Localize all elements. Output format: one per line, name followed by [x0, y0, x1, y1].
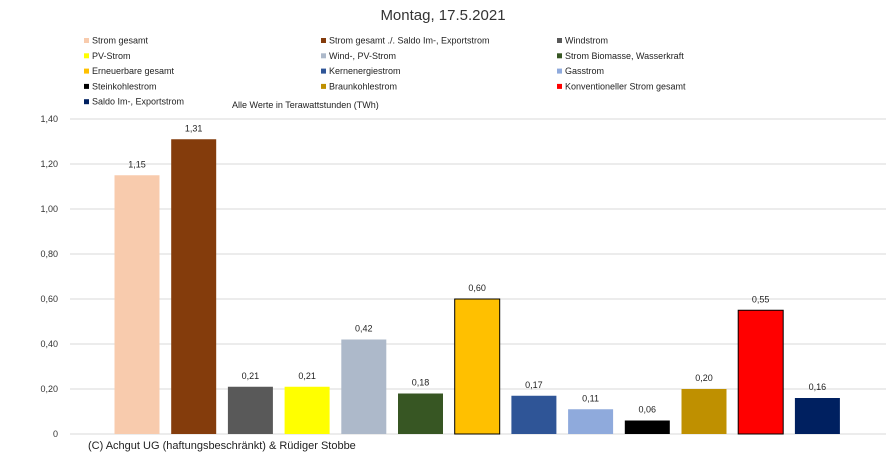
y-tick-label: 0,40: [40, 339, 58, 349]
copyright-note: (C) Achgut UG (haftungsbeschränkt) & Rüd…: [88, 440, 356, 452]
legend-item: Braunkohlestrom: [321, 81, 397, 91]
legend-item: Steinkohlestrom: [84, 81, 157, 91]
legend-swatch: [84, 83, 89, 89]
data-label: 1,15: [128, 159, 146, 169]
y-tick-label: 0,80: [40, 249, 58, 259]
legend-swatch: [84, 99, 89, 105]
legend-item: Strom gesamt: [84, 36, 149, 46]
legend-swatch: [321, 68, 326, 74]
legend: Strom gesamt Strom gesamt ./. Saldo Im-, …: [84, 36, 686, 107]
legend-swatch: [321, 53, 326, 59]
bar: [794, 398, 840, 434]
data-label: 0,11: [582, 393, 599, 403]
bar: [568, 409, 614, 434]
legend-swatch: [84, 53, 89, 59]
legend-label: Wind-, PV-Strom: [329, 51, 396, 61]
bar: [114, 175, 160, 434]
legend-label: Konventioneller Strom gesamt: [565, 81, 686, 91]
data-label: 0,21: [298, 371, 316, 381]
legend-label: Windstrom: [565, 36, 608, 46]
data-label: 0,16: [809, 382, 827, 392]
legend-label: Strom gesamt: [92, 36, 149, 46]
legend-swatch: [557, 53, 562, 59]
legend-swatch: [557, 68, 562, 74]
bar: [737, 309, 784, 435]
bars: [114, 139, 840, 435]
data-label: 0,42: [355, 324, 373, 334]
bar: [511, 395, 557, 434]
data-label: 0,17: [525, 380, 543, 390]
legend-label: Erneuerbare gesamt: [92, 66, 175, 76]
y-axis: 0 0,20 0,40 0,60 0,80 1,00 1,20 1,40: [40, 114, 58, 439]
legend-label: Strom Biomasse, Wasserkraft: [565, 51, 684, 61]
legend-label: Kernenergiestrom: [329, 66, 401, 76]
legend-item: Windstrom: [557, 36, 608, 46]
legend-label: Saldo Im-, Exportstrom: [92, 97, 184, 107]
legend-label: Gasstrom: [565, 66, 604, 76]
data-label: 0,55: [752, 294, 770, 304]
legend-swatch: [557, 83, 562, 89]
legend-swatch: [84, 68, 89, 74]
legend-item: Strom gesamt ./. Saldo Im-, Exportstrom: [321, 36, 490, 46]
legend-label: PV-Strom: [92, 51, 131, 61]
legend-swatch: [321, 38, 326, 43]
data-label: 0,06: [639, 405, 657, 415]
chart-subtitle: Alle Werte in Terawattstunden (TWh): [232, 100, 379, 110]
legend-item: PV-Strom: [84, 51, 131, 61]
bar: [681, 389, 727, 434]
bar: [341, 339, 387, 434]
data-label: 0,18: [412, 378, 430, 388]
data-label: 0,20: [695, 373, 713, 383]
legend-item: Saldo Im-, Exportstrom: [84, 97, 184, 107]
data-labels: 1,15 1,31 0,21 0,21 0,42 0,18 0,60 0,17 0,11 0,06…: [128, 123, 826, 414]
legend-label: Steinkohlestrom: [92, 81, 157, 91]
legend-item: Erneuerbare gesamt: [84, 66, 175, 76]
data-label: 0,60: [468, 283, 486, 293]
bar: [398, 393, 443, 434]
legend-item: Konventioneller Strom gesamt: [557, 81, 686, 91]
bar: [171, 139, 217, 434]
y-tick-label: 0: [53, 429, 58, 439]
legend-item: Wind-, PV-Strom: [321, 51, 396, 61]
y-tick-label: 1,00: [40, 204, 58, 214]
legend-swatch: [84, 38, 89, 43]
bar: [624, 420, 670, 434]
legend-swatch: [557, 38, 562, 43]
y-tick-label: 1,40: [40, 114, 58, 124]
legend-swatch: [321, 83, 326, 89]
bar: [284, 386, 330, 434]
bar: [227, 386, 273, 434]
data-label: 1,31: [185, 123, 203, 133]
legend-label: Strom gesamt ./. Saldo Im-, Exportstrom: [329, 36, 490, 46]
bar: [454, 298, 501, 435]
data-label: 0,21: [242, 371, 260, 381]
y-tick-label: 0,60: [40, 294, 58, 304]
legend-item: Kernenergiestrom: [321, 66, 401, 76]
y-tick-label: 0,20: [40, 384, 58, 394]
y-tick-label: 1,20: [40, 159, 58, 169]
chart-title: Montag, 17.5.2021: [380, 7, 505, 24]
legend-item: Gasstrom: [557, 66, 604, 76]
legend-item: Strom Biomasse, Wasserkraft: [557, 51, 684, 61]
legend-label: Braunkohlestrom: [329, 81, 397, 91]
